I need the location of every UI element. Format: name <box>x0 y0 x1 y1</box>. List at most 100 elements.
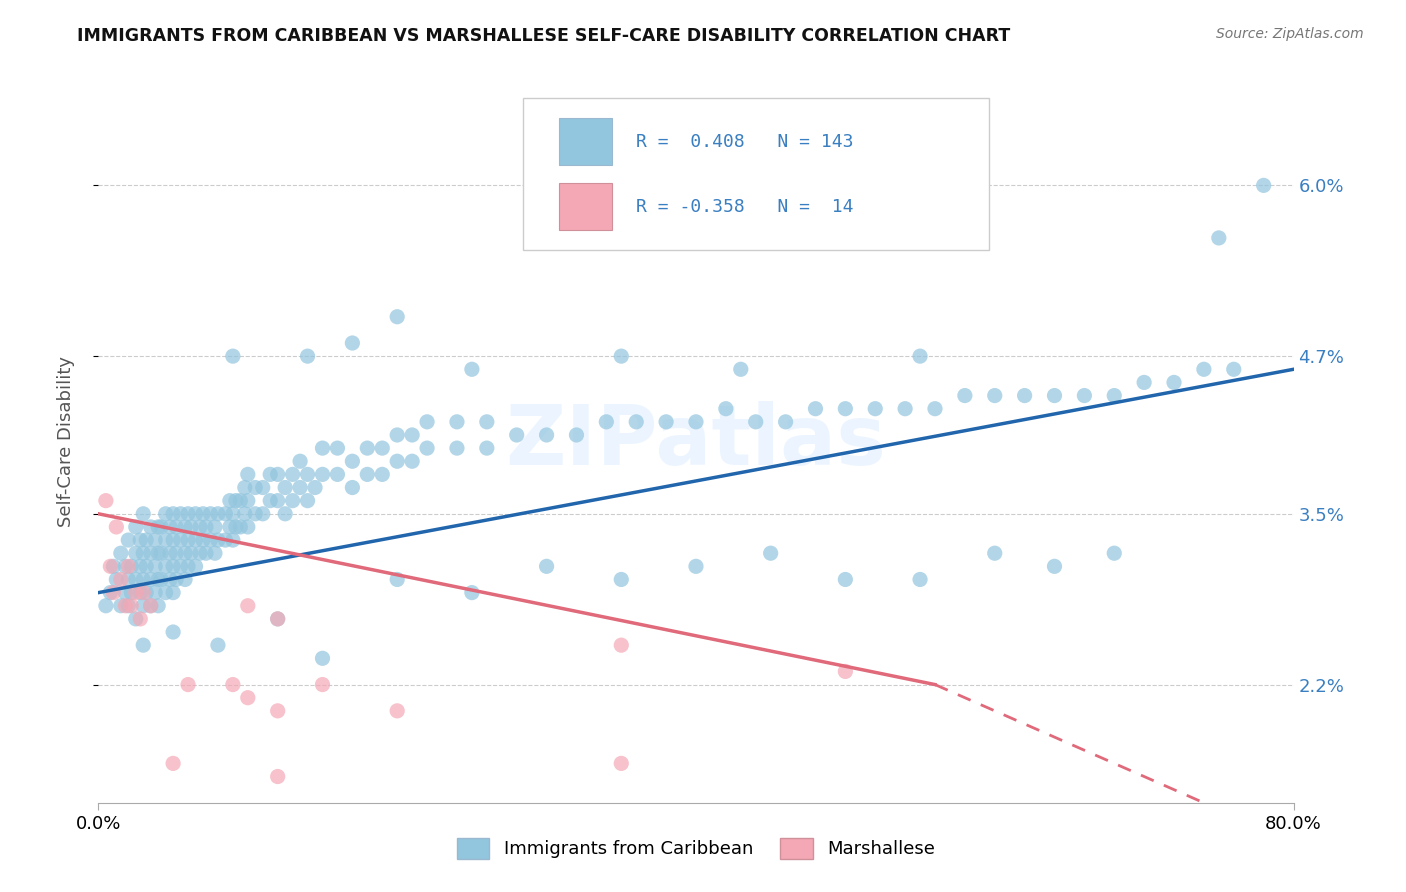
Point <box>139 599 162 613</box>
Point <box>94 493 117 508</box>
Point <box>162 756 184 771</box>
Text: ZIPatlas: ZIPatlas <box>506 401 886 482</box>
Point <box>288 454 311 468</box>
Point <box>174 573 197 587</box>
Point <box>120 585 142 599</box>
Point <box>159 520 181 534</box>
Point <box>117 573 139 587</box>
Point <box>804 401 827 416</box>
Point <box>536 559 558 574</box>
Point <box>714 401 737 416</box>
Point <box>834 401 856 416</box>
Point <box>1208 231 1230 245</box>
Point <box>214 533 236 547</box>
Point <box>475 441 498 455</box>
Point <box>204 520 226 534</box>
Point <box>177 559 200 574</box>
Point <box>155 585 177 599</box>
Point <box>1163 376 1185 390</box>
Point <box>155 507 177 521</box>
Point <box>120 599 142 613</box>
Point <box>461 362 484 376</box>
Point <box>165 546 187 560</box>
Point <box>356 441 378 455</box>
Point <box>1014 388 1036 402</box>
Point <box>103 559 125 574</box>
Point <box>342 454 364 468</box>
Point <box>195 520 218 534</box>
Point <box>311 651 333 665</box>
Point <box>288 481 311 495</box>
Point <box>148 520 170 534</box>
Point <box>132 507 155 521</box>
Point <box>165 520 187 534</box>
Point <box>117 559 139 574</box>
Point <box>200 533 222 547</box>
Point <box>233 481 256 495</box>
Point <box>129 585 152 599</box>
Point <box>150 573 173 587</box>
Text: R =  0.408   N = 143: R = 0.408 N = 143 <box>636 133 853 151</box>
Point <box>984 388 1007 402</box>
Point <box>125 546 148 560</box>
Point <box>155 559 177 574</box>
Point <box>139 546 162 560</box>
Point <box>139 573 162 587</box>
Point <box>180 520 202 534</box>
Point <box>222 677 245 691</box>
Point <box>114 585 136 599</box>
Point <box>162 559 184 574</box>
Point <box>274 507 297 521</box>
Point <box>385 454 409 468</box>
Point <box>162 625 184 640</box>
Point <box>129 612 152 626</box>
Point <box>207 507 229 521</box>
Point <box>236 520 259 534</box>
Point <box>222 533 245 547</box>
Point <box>225 520 247 534</box>
Point <box>685 559 707 574</box>
Point <box>200 507 222 521</box>
Point <box>94 599 117 613</box>
Point <box>184 507 207 521</box>
Point <box>745 415 768 429</box>
Point <box>685 415 707 429</box>
Point <box>177 533 200 547</box>
Point <box>245 481 267 495</box>
Point <box>416 441 439 455</box>
Point <box>1192 362 1215 376</box>
Point <box>98 559 122 574</box>
Point <box>342 336 364 351</box>
Point <box>117 599 139 613</box>
Point <box>143 585 166 599</box>
Point <box>132 546 155 560</box>
Point <box>184 533 207 547</box>
Point <box>105 573 128 587</box>
Point <box>461 585 484 599</box>
Point <box>110 573 132 587</box>
Point <box>114 599 136 613</box>
Point <box>385 704 409 718</box>
Point <box>401 428 423 442</box>
Point <box>984 546 1007 560</box>
Point <box>610 756 633 771</box>
Point <box>139 599 162 613</box>
Point <box>180 546 202 560</box>
Point <box>148 573 170 587</box>
Point <box>1073 388 1095 402</box>
Point <box>626 415 648 429</box>
Bar <box>558 183 613 230</box>
Point <box>297 493 319 508</box>
Point <box>311 467 333 482</box>
Point <box>148 599 170 613</box>
Point <box>214 507 236 521</box>
Point <box>129 533 152 547</box>
Point <box>595 415 617 429</box>
Point <box>143 533 166 547</box>
Legend: Immigrants from Caribbean, Marshallese: Immigrants from Caribbean, Marshallese <box>450 830 942 866</box>
Point <box>371 441 394 455</box>
Point <box>117 533 139 547</box>
Point <box>225 493 247 508</box>
Point <box>233 507 256 521</box>
Point <box>132 585 155 599</box>
